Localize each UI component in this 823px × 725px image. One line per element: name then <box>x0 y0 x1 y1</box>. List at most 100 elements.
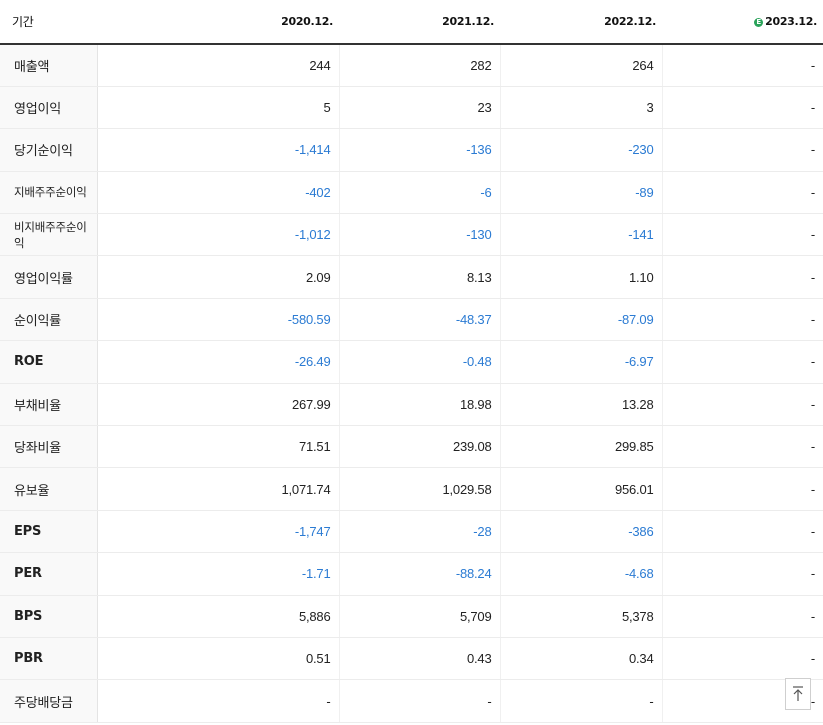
period-header: 기간 <box>0 0 97 45</box>
table-row-operating-margin: 영업이익률 2.09 8.13 1.10 - <box>0 255 823 299</box>
row-label: 부채비율 <box>0 382 98 427</box>
table-cell: -130 <box>339 213 501 257</box>
row-label: ROE <box>0 340 98 384</box>
table-row-pbr: PBR 0.51 0.43 0.34 - <box>0 637 823 681</box>
table-row-revenue: 매출액 244 282 264 - <box>0 44 823 87</box>
table-cell: -0.48 <box>339 340 501 384</box>
table-row-eps: EPS -1,747 -28 -386 - <box>0 509 823 554</box>
table-cell: 3 <box>500 86 663 130</box>
table-row-net-margin: 순이익률 -580.59 -48.37 -87.09 - <box>0 298 823 342</box>
table-cell: 5,709 <box>339 595 501 638</box>
table-cell: 1,029.58 <box>339 467 501 511</box>
table-cell: - <box>662 552 823 596</box>
table-cell: - <box>662 213 823 257</box>
row-label: PER <box>0 552 98 596</box>
table-cell: -136 <box>339 128 501 172</box>
row-label: 유보율 <box>0 467 98 511</box>
table-cell: -402 <box>97 171 340 215</box>
scroll-to-top-button[interactable] <box>785 678 811 710</box>
table-cell: 267.99 <box>97 382 340 427</box>
table-cell: - <box>97 679 340 723</box>
table-cell: - <box>662 86 823 130</box>
estimate-badge-icon: E <box>754 17 764 27</box>
row-label: 영업이익률 <box>0 255 98 299</box>
table-cell: - <box>500 679 663 723</box>
row-label: 비지배주주순이익 <box>0 213 98 257</box>
table-cell: - <box>662 467 823 511</box>
table-cell: 5,378 <box>500 595 663 638</box>
table-cell: - <box>662 255 823 299</box>
table-cell: 299.85 <box>500 425 663 469</box>
table-row-quick-ratio: 당좌비율 71.51 239.08 299.85 - <box>0 425 823 469</box>
table-row-per: PER -1.71 -88.24 -4.68 - <box>0 552 823 596</box>
table-cell: - <box>662 382 823 427</box>
table-cell: -1,747 <box>97 509 340 554</box>
table-cell: -1,012 <box>97 213 340 257</box>
table-cell: - <box>662 340 823 384</box>
table-cell: -1.71 <box>97 552 340 596</box>
table-cell: - <box>662 44 823 87</box>
column-header-2023-estimate: E 2023.12. <box>662 0 823 45</box>
table-cell: -48.37 <box>339 298 501 342</box>
table-cell: 0.43 <box>339 637 501 681</box>
table-cell: -386 <box>500 509 663 554</box>
table-cell: - <box>662 298 823 342</box>
table-cell: -4.68 <box>500 552 663 596</box>
column-header-2023-label: 2023.12. <box>765 15 817 28</box>
table-cell: -6.97 <box>500 340 663 384</box>
table-cell: - <box>662 595 823 638</box>
table-row-controlling-net-income: 지배주주순이익 -402 -6 -89 - <box>0 171 823 215</box>
row-label: 지배주주순이익 <box>0 171 98 215</box>
table-cell: -230 <box>500 128 663 172</box>
table-cell: -6 <box>339 171 501 215</box>
row-label: 당기순이익 <box>0 128 98 172</box>
row-label: PBR <box>0 637 98 681</box>
table-row-roe: ROE -26.49 -0.48 -6.97 - <box>0 340 823 384</box>
table-cell: 5,886 <box>97 595 340 638</box>
table-cell: -89 <box>500 171 663 215</box>
table-cell: -87.09 <box>500 298 663 342</box>
table-cell: - <box>662 171 823 215</box>
table-row-noncontrolling-net-income: 비지배주주순이익 -1,012 -130 -141 - <box>0 213 823 257</box>
table-cell: 244 <box>97 44 340 87</box>
table-cell: - <box>662 509 823 554</box>
table-row-dividend-per-share: 주당배당금 - - - - <box>0 679 823 723</box>
row-label: 매출액 <box>0 44 98 87</box>
table-cell: 239.08 <box>339 425 501 469</box>
arrow-up-to-top-icon <box>793 686 803 701</box>
table-cell: 956.01 <box>500 467 663 511</box>
table-row-net-income: 당기순이익 -1,414 -136 -230 - <box>0 128 823 172</box>
table-cell: - <box>662 128 823 172</box>
table-cell: - <box>339 679 501 723</box>
table-cell: 1,071.74 <box>97 467 340 511</box>
row-label: BPS <box>0 595 98 638</box>
row-label: 영업이익 <box>0 86 98 130</box>
table-cell: -141 <box>500 213 663 257</box>
table-cell: 0.34 <box>500 637 663 681</box>
column-header-2020: 2020.12. <box>97 0 339 45</box>
table-row-debt-ratio: 부채비율 267.99 18.98 13.28 - <box>0 382 823 427</box>
row-label: EPS <box>0 509 98 554</box>
table-cell: 13.28 <box>500 382 663 427</box>
table-cell: - <box>662 425 823 469</box>
row-label: 당좌비율 <box>0 425 98 469</box>
column-header-2021: 2021.12. <box>339 0 500 45</box>
table-cell: 5 <box>97 86 340 130</box>
table-row-operating-income: 영업이익 5 23 3 - <box>0 86 823 130</box>
table-cell: -1,414 <box>97 128 340 172</box>
table-cell: 71.51 <box>97 425 340 469</box>
table-cell: 23 <box>339 86 501 130</box>
table-cell: 8.13 <box>339 255 501 299</box>
column-header-2022: 2022.12. <box>500 0 662 45</box>
table-cell: 264 <box>500 44 663 87</box>
table-row-bps: BPS 5,886 5,709 5,378 - <box>0 595 823 638</box>
table-cell: - <box>662 637 823 681</box>
table-cell: -88.24 <box>339 552 501 596</box>
table-cell: 282 <box>339 44 501 87</box>
table-cell: -28 <box>339 509 501 554</box>
table-row-reserve-ratio: 유보율 1,071.74 1,029.58 956.01 - <box>0 467 823 511</box>
table-cell: -26.49 <box>97 340 340 384</box>
table-cell: -580.59 <box>97 298 340 342</box>
table-cell: 2.09 <box>97 255 340 299</box>
